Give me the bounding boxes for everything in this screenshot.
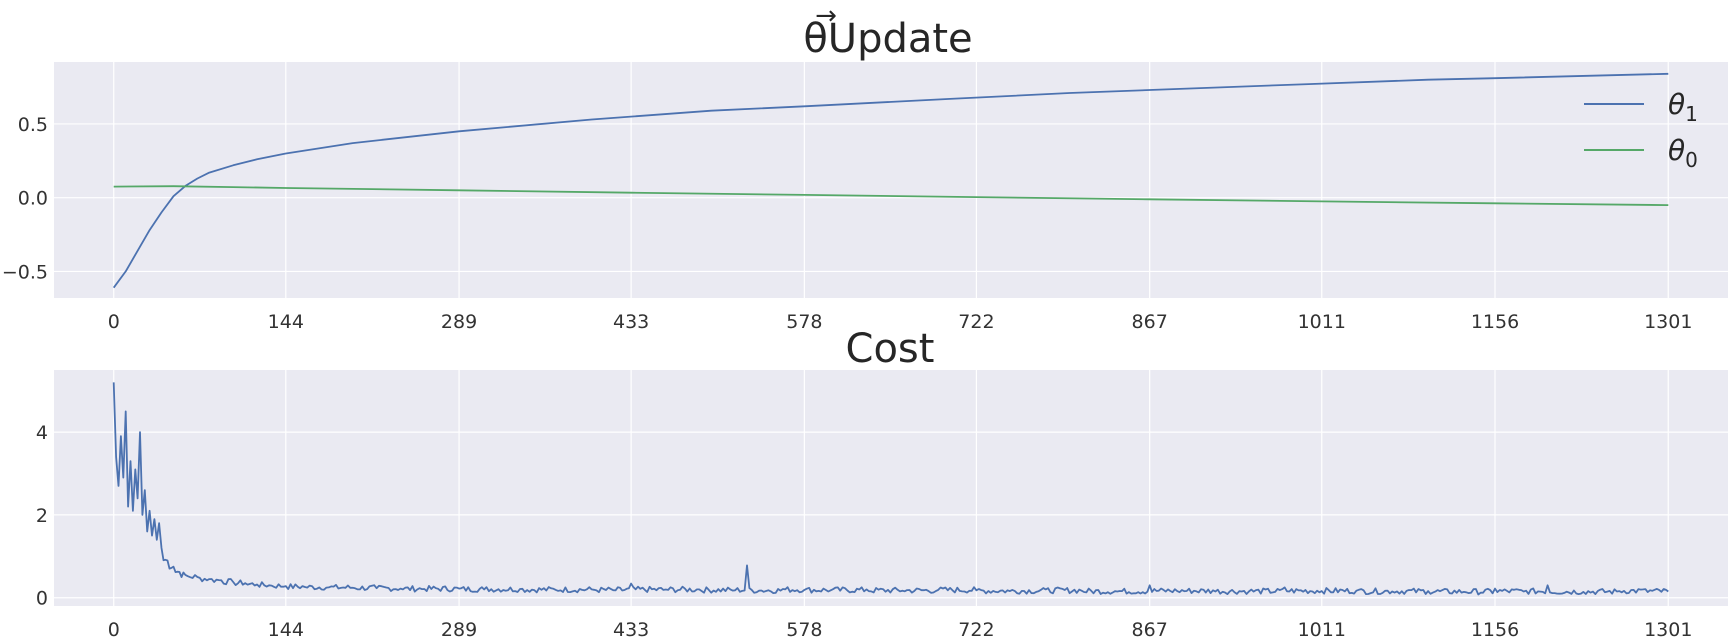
x-tick-label: 1156	[1471, 619, 1519, 639]
legend-label-theta-1: θ1	[1668, 88, 1698, 126]
x-tick-labels: 0 144 289 433 578 722 867 1011 1156 1301	[108, 311, 1693, 333]
x-tick-label: 289	[441, 619, 477, 639]
plot-area	[54, 62, 1728, 298]
plot-area	[54, 370, 1728, 606]
x-tick-label: 867	[1132, 619, 1168, 639]
title-text: θUpdate	[803, 16, 972, 62]
x-tick-label: 0	[108, 311, 120, 333]
x-tick-label: 0	[108, 619, 120, 639]
cost-chart: 0 2 4 0 144 289 433 578 722 867 1011 1156 1301 Cost	[36, 326, 1728, 639]
legend-label-theta-0: θ0	[1668, 134, 1698, 172]
x-tick-label: 722	[958, 311, 994, 333]
legend: θ1 θ0	[1584, 88, 1698, 172]
grid	[54, 370, 1728, 606]
x-tick-label: 1301	[1644, 311, 1692, 333]
y-tick-label: −0.5	[2, 261, 48, 283]
y-tick-labels: −0.5 0.0 0.5	[2, 114, 48, 284]
series-line-0	[112, 72, 1669, 289]
series-group	[112, 382, 1669, 596]
x-tick-label: 1011	[1298, 311, 1346, 333]
series-line-1	[113, 185, 1669, 206]
y-tick-labels: 0 2 4	[36, 422, 48, 610]
y-tick-label: 2	[36, 505, 48, 527]
chart-title: → θUpdate	[803, 1, 972, 62]
x-tick-label: 578	[786, 619, 822, 639]
x-tick-label: 722	[958, 619, 994, 639]
series-group	[112, 72, 1669, 289]
title-accent: →	[815, 1, 837, 31]
y-tick-label: 0.0	[18, 188, 48, 210]
theta-update-chart: −0.5 0.0 0.5 0 144 289 433 578 722 867 1011 1156 13…	[2, 1, 1728, 333]
x-tick-labels: 0 144 289 433 578 722 867 1011 1156 1301	[108, 619, 1693, 639]
x-tick-label: 433	[613, 619, 649, 639]
series-line-0	[112, 382, 1669, 596]
y-tick-label: 0	[36, 588, 48, 610]
x-tick-label: 867	[1132, 311, 1168, 333]
x-tick-label: 1156	[1471, 311, 1519, 333]
chart-title: Cost	[846, 326, 935, 372]
x-tick-label: 144	[268, 311, 304, 333]
x-tick-label: 578	[786, 311, 822, 333]
y-tick-label: 4	[36, 422, 48, 444]
x-tick-label: 144	[268, 619, 304, 639]
x-tick-label: 289	[441, 311, 477, 333]
x-tick-label: 433	[613, 311, 649, 333]
y-tick-label: 0.5	[18, 114, 48, 136]
x-tick-label: 1011	[1298, 619, 1346, 639]
x-tick-label: 1301	[1644, 619, 1692, 639]
grid	[54, 62, 1728, 298]
